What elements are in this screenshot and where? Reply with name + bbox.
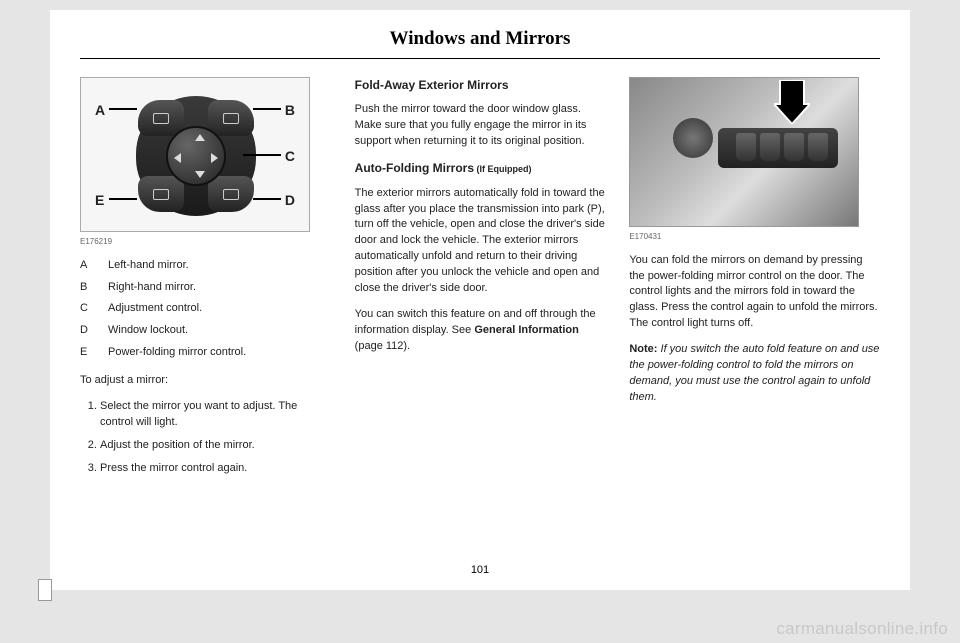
legend-text: Right-hand mirror. (108, 280, 196, 296)
column-2: Fold-Away Exterior Mirrors Push the mirr… (355, 77, 606, 485)
callout-a-label: A (95, 102, 105, 118)
left-mirror-button-icon (138, 100, 184, 136)
column-3: E170431 You can fold the mirrors on dema… (629, 77, 880, 485)
legend-row-e: E Power-folding mirror control. (80, 345, 331, 361)
note-label: Note: (629, 343, 657, 355)
adjust-steps: Select the mirror you want to adjust. Th… (80, 399, 331, 477)
adjust-intro: To adjust a mirror: (80, 373, 331, 389)
foldaway-text: Push the mirror toward the door window g… (355, 102, 606, 150)
side-tab (38, 579, 52, 601)
callout-d: D (285, 190, 295, 210)
callout-e: E (95, 190, 104, 210)
legend-key: A (80, 258, 94, 274)
callout-a: A (95, 100, 105, 120)
legend-row-d: D Window lockout. (80, 323, 331, 339)
right-mirror-button-icon (208, 100, 254, 136)
control-cluster (136, 96, 256, 216)
legend-text: Left-hand mirror. (108, 258, 189, 274)
general-info-link: General Information (474, 324, 579, 336)
legend-key: B (80, 280, 94, 296)
autofold-heading-text: Auto-Folding Mirrors (355, 161, 474, 175)
legend-key: C (80, 301, 94, 317)
fold-on-demand-text: You can fold the mirrors on demand by pr… (629, 253, 880, 333)
arrow-up-icon (195, 134, 205, 141)
note-text: If you switch the auto fold feature on a… (629, 343, 879, 403)
mirror-dial-icon (673, 118, 713, 158)
title-divider (80, 58, 880, 59)
callout-d-label: D (285, 192, 295, 208)
callout-b-label: B (285, 102, 295, 118)
legend-text: Adjustment control. (108, 301, 202, 317)
step-2: Adjust the position of the mirror. (100, 438, 331, 453)
note-paragraph: Note: If you switch the auto fold featur… (629, 342, 880, 406)
lockout-button-icon (208, 176, 254, 212)
legend-key: D (80, 323, 94, 339)
legend-row-a: A Left-hand mirror. (80, 258, 331, 274)
foldaway-heading: Fold-Away Exterior Mirrors (355, 77, 606, 94)
manual-page: Windows and Mirrors (50, 10, 910, 590)
page-title: Windows and Mirrors (80, 28, 880, 50)
callout-c-label: C (285, 148, 295, 164)
legend-key: E (80, 345, 94, 361)
legend-list: A Left-hand mirror. B Right-hand mirror.… (80, 258, 331, 362)
window-switches-icon (736, 133, 828, 161)
legend-row-b: B Right-hand mirror. (80, 280, 331, 296)
column-1: A B C D E E (80, 77, 331, 485)
arrow-down-icon (195, 171, 205, 178)
watermark: carmanualsonline.info (776, 619, 948, 639)
autofold-heading: Auto-Folding Mirrors (If Equipped) (355, 160, 606, 177)
legend-row-c: C Adjustment control. (80, 301, 331, 317)
figure2-id: E170431 (629, 231, 880, 243)
autofold-switch-text: You can switch this feature on and off t… (355, 307, 606, 355)
page-number: 101 (50, 564, 910, 576)
autofold-heading-sub: (If Equipped) (474, 164, 532, 174)
fold-button-icon (138, 176, 184, 212)
callout-b: B (285, 100, 295, 120)
mirror-control-figure: A B C D E (80, 77, 310, 232)
indicator-arrow-icon (774, 80, 810, 124)
content-columns: A B C D E E (80, 77, 880, 485)
adjustment-disc-icon (166, 126, 226, 186)
step-3: Press the mirror control again. (100, 461, 331, 476)
legend-text: Power-folding mirror control. (108, 345, 246, 361)
step-1: Select the mirror you want to adjust. Th… (100, 399, 331, 430)
switch-text-c: (page 112). (355, 340, 410, 352)
legend-text: Window lockout. (108, 323, 188, 339)
figure1-id: E176219 (80, 236, 331, 248)
callout-e-label: E (95, 192, 104, 208)
callout-c: C (285, 146, 295, 166)
arrow-right-icon (211, 153, 218, 163)
autofold-text: The exterior mirrors automatically fold … (355, 186, 606, 298)
door-control-photo (629, 77, 859, 227)
arrow-left-icon (174, 153, 181, 163)
